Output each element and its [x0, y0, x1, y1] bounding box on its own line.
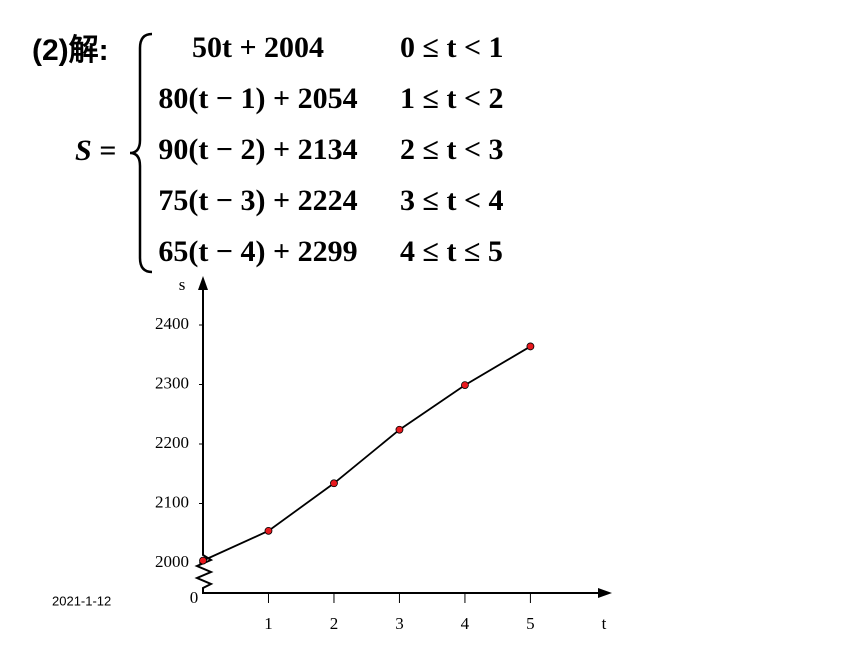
data-point	[264, 526, 273, 535]
y-tick-label: 2400	[155, 314, 189, 333]
case-expression: 65(t − 4) + 2299	[158, 235, 357, 268]
y-tick-label: 2200	[155, 433, 189, 452]
x-axis-label: t	[602, 614, 607, 633]
case-condition: 4 ≤ t ≤ 5	[400, 235, 503, 268]
y-tick-label: 2300	[155, 373, 189, 392]
case-expression: 75(t − 3) + 2224	[158, 184, 357, 217]
data-line	[202, 345, 531, 562]
case-expression: 80(t − 1) + 2054	[158, 82, 357, 115]
brace	[129, 32, 153, 274]
data-point	[199, 556, 207, 565]
case-condition: 0 ≤ t < 1	[400, 31, 504, 64]
x-tick-label: 5	[526, 614, 535, 633]
x-tick-label: 2	[330, 614, 339, 633]
part-label: (2)解:	[32, 34, 109, 67]
x-tick-label: 1	[264, 614, 273, 633]
case-expression: 90(t − 2) + 2134	[158, 133, 357, 166]
x-arrow	[598, 588, 612, 598]
date: 2021-1-12	[52, 593, 111, 608]
y-tick-label: 2100	[155, 492, 189, 511]
data-point	[461, 381, 469, 389]
data-point	[330, 479, 338, 488]
y-arrow	[198, 276, 208, 290]
x-tick-label: 4	[461, 614, 470, 633]
lhs: S =	[75, 134, 116, 167]
case-condition: 2 ≤ t < 3	[400, 133, 504, 166]
case-condition: 1 ≤ t < 2	[400, 82, 504, 115]
data-point	[526, 342, 535, 351]
y-tick-label: 2000	[155, 552, 189, 571]
axes	[194, 282, 609, 594]
x-tick-label: 0	[190, 588, 199, 607]
data-point	[395, 425, 404, 434]
case-condition: 3 ≤ t < 4	[400, 184, 504, 217]
case-expression: 50t + 2004	[192, 31, 324, 64]
x-tick-label: 3	[395, 614, 404, 633]
y-axis-label: s	[179, 275, 186, 294]
